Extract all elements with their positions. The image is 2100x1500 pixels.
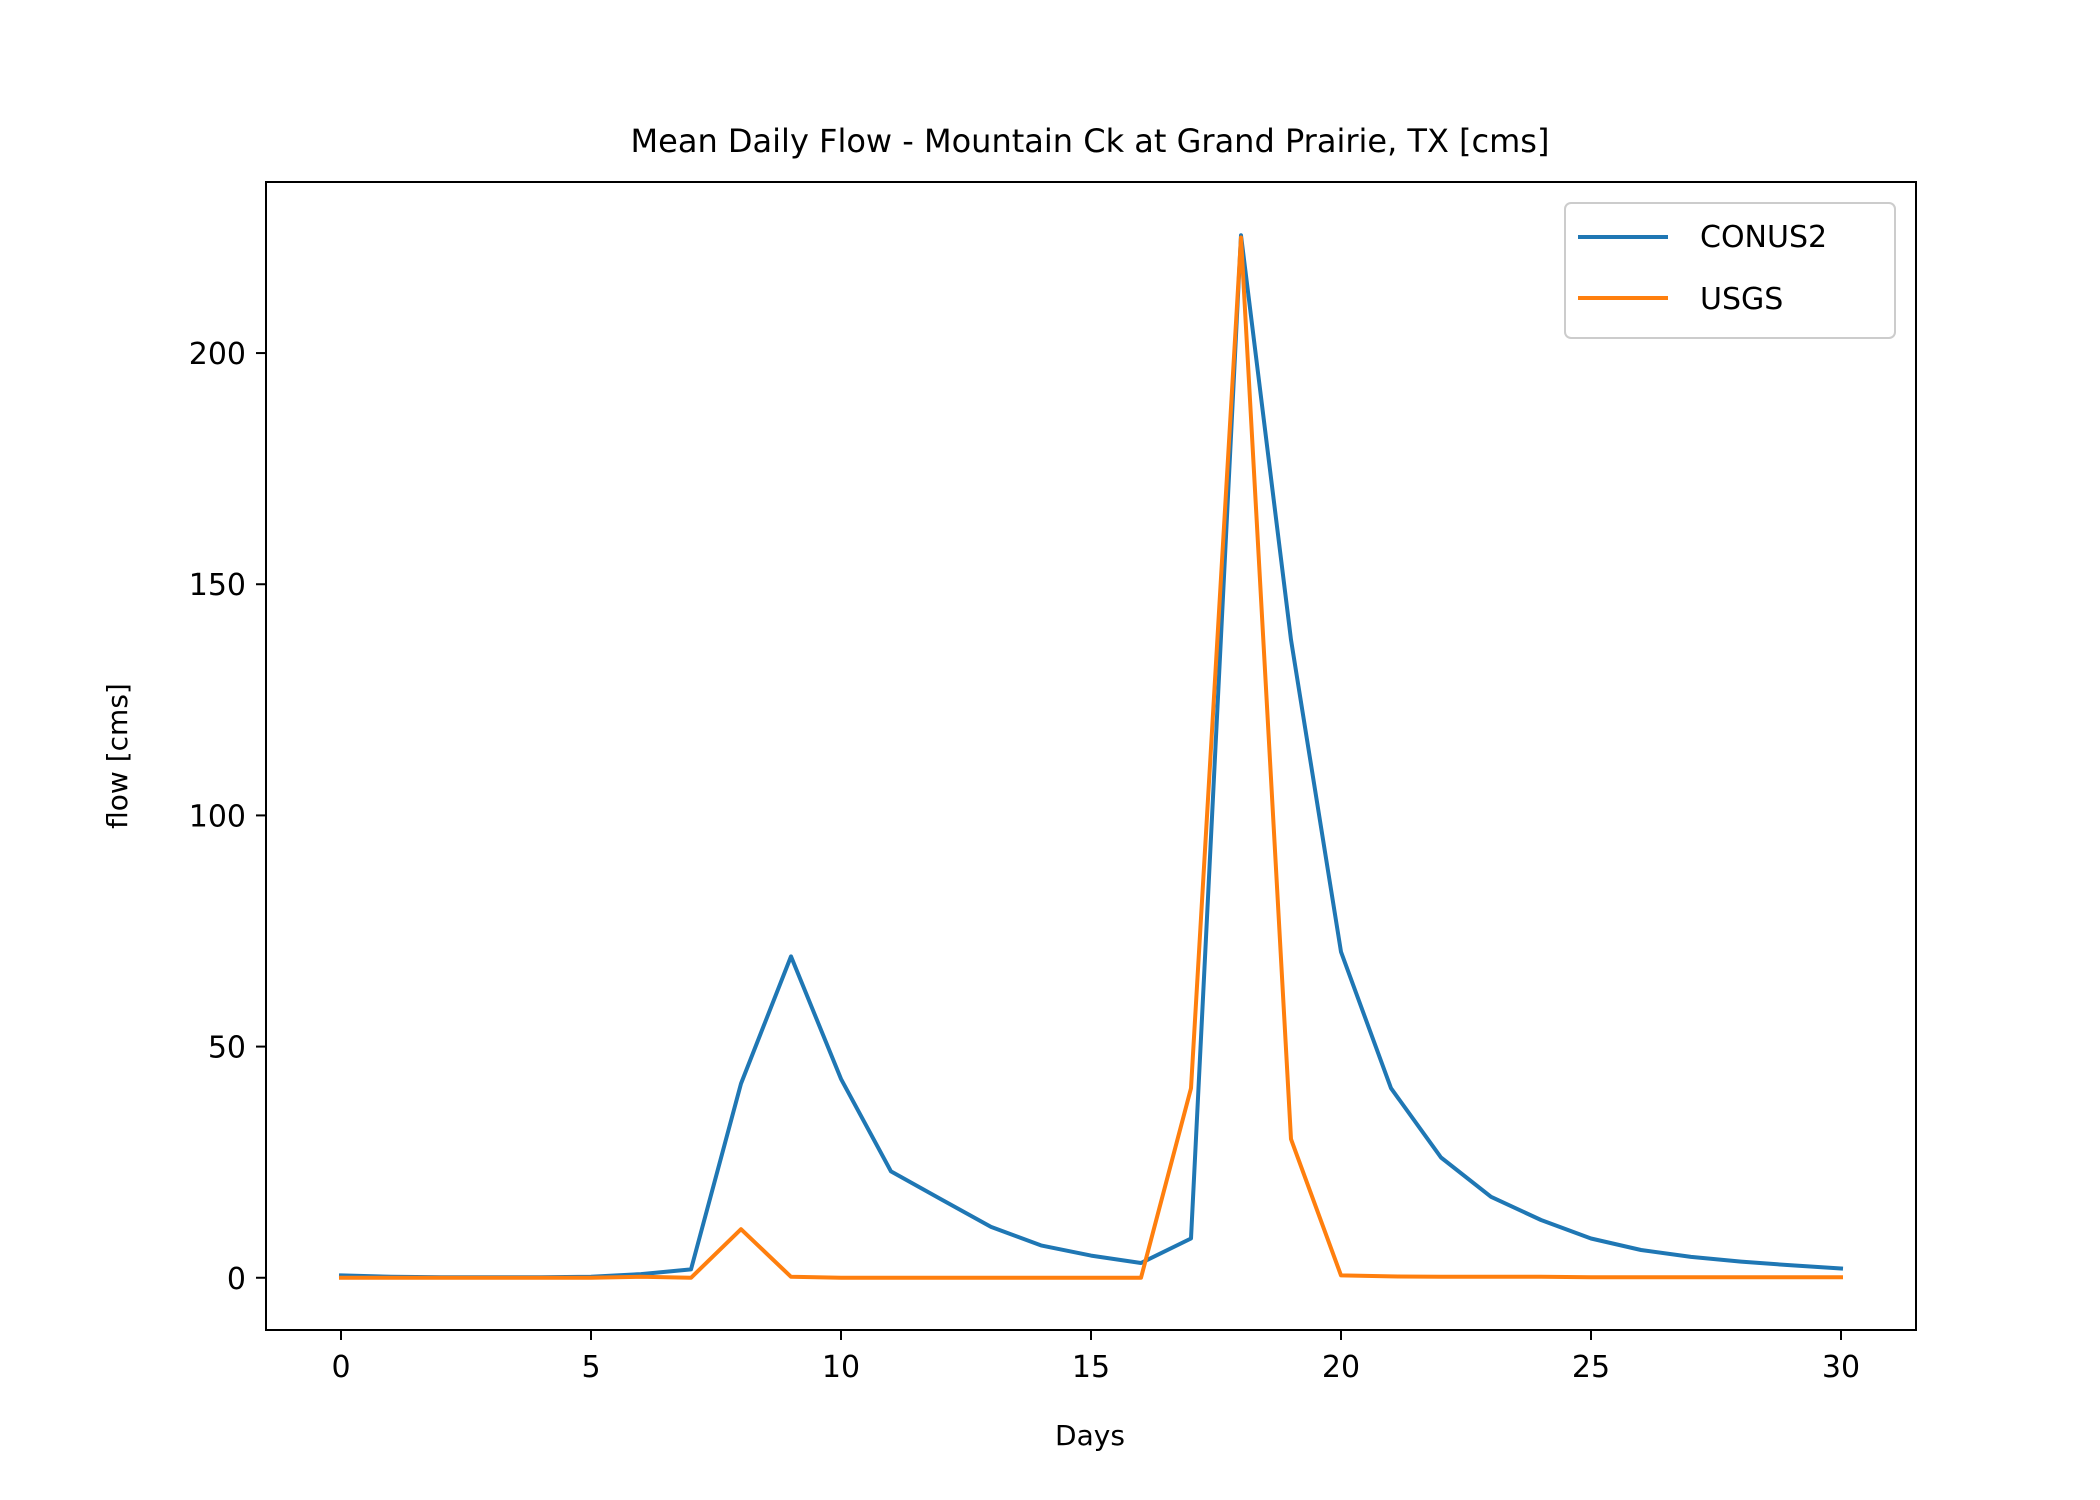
y-tick-label: 100 xyxy=(189,799,246,834)
plot-area xyxy=(338,233,1844,1280)
y-axis: 0 50 100 150 200 xyxy=(189,337,266,1297)
x-axis-label: Days xyxy=(1055,1419,1125,1452)
x-tick-label: 30 xyxy=(1822,1350,1860,1385)
x-tick-label: 0 xyxy=(331,1350,350,1385)
y-tick-label: 200 xyxy=(189,337,246,372)
x-axis: 0 5 10 15 20 25 30 xyxy=(331,1330,1860,1385)
legend-label-usgs: USGS xyxy=(1700,282,1783,317)
y-axis-label: flow [cms] xyxy=(101,683,134,829)
chart-title: Mean Daily Flow - Mountain Ck at Grand P… xyxy=(631,122,1550,160)
legend: CONUS2 USGS xyxy=(1564,202,1896,339)
x-tick-label: 15 xyxy=(1072,1350,1110,1385)
legend-label-conus2: CONUS2 xyxy=(1700,220,1827,255)
x-tick-label: 20 xyxy=(1322,1350,1360,1385)
x-tick-label: 5 xyxy=(581,1350,600,1385)
y-tick-label: 150 xyxy=(189,568,246,603)
x-tick-label: 10 xyxy=(822,1350,860,1385)
x-tick-label: 25 xyxy=(1572,1350,1610,1385)
y-tick-label: 50 xyxy=(208,1031,246,1066)
y-tick-label: 0 xyxy=(227,1262,246,1297)
series-line-usgs xyxy=(339,235,1843,1280)
